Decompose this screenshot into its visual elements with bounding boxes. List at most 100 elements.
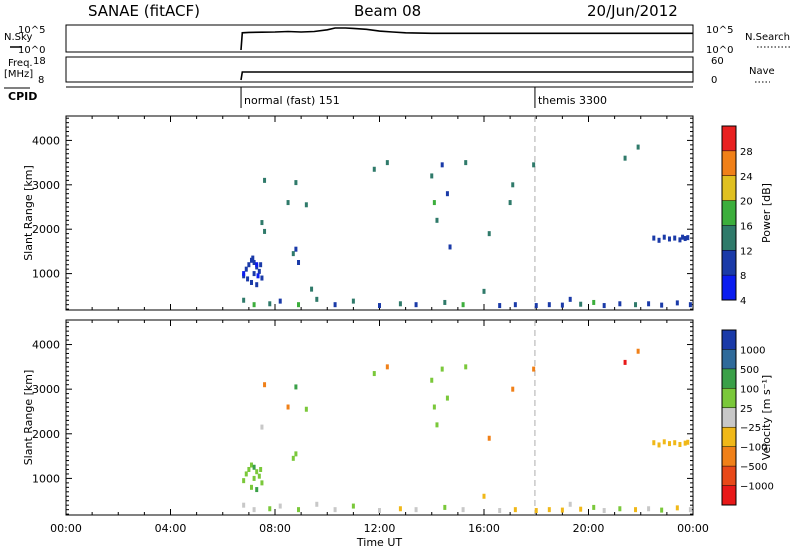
data-point [259, 262, 263, 268]
data-point [242, 478, 246, 484]
data-point [430, 173, 434, 179]
colorbar-label: 500 [740, 365, 759, 376]
x-tick-label: 04:00 [155, 522, 187, 535]
cpid-label: CPID [8, 90, 37, 103]
data-point [297, 507, 301, 513]
colorbar-label: 4 [740, 296, 746, 307]
colorbar-frame [721, 329, 737, 506]
colorbar-label: 20 [740, 197, 753, 208]
data-point [662, 234, 666, 240]
x-tick-label: 16:00 [468, 522, 500, 535]
data-point [252, 271, 256, 277]
colorbar-label: −500 [740, 462, 767, 473]
data-point [315, 296, 319, 302]
colorbar-segment [722, 200, 736, 226]
data-point [448, 244, 452, 250]
data-point [678, 237, 682, 243]
data-point [511, 386, 515, 392]
colorbar-label: 16 [740, 221, 753, 232]
data-point [286, 200, 290, 206]
plot-frame [65, 115, 694, 311]
data-point [652, 440, 656, 446]
data-point [260, 424, 264, 430]
data-point [667, 441, 671, 447]
data-point [683, 440, 687, 446]
data-point [482, 288, 486, 294]
colorbar-segment [722, 330, 736, 350]
data-point [660, 507, 664, 513]
data-point [647, 506, 651, 512]
data-point [592, 299, 596, 305]
data-point [487, 231, 491, 237]
data-point [636, 144, 640, 150]
data-point [667, 236, 671, 242]
data-point [618, 301, 622, 307]
y-axis-label: Slant Range [km] [22, 370, 35, 466]
colorbar-label: 28 [740, 147, 753, 158]
colorbar-segment [722, 225, 736, 251]
data-point [461, 507, 465, 513]
data-point [443, 504, 447, 510]
data-point [255, 282, 259, 288]
data-point [534, 508, 538, 514]
colorbar-label: 1000 [740, 345, 765, 356]
data-point [430, 377, 434, 383]
data-point [592, 504, 596, 510]
data-point [372, 371, 376, 377]
data-point [568, 501, 572, 507]
data-point [414, 302, 418, 308]
data-point [260, 480, 264, 486]
y-tick-label: 2000 [32, 223, 60, 236]
colorbar-segment [722, 150, 736, 176]
data-point [297, 302, 301, 308]
nsky-left-tick-top: 10^5 [18, 25, 45, 36]
data-point [532, 366, 536, 372]
freq-tick-top: 18 [33, 56, 46, 67]
data-point [579, 301, 583, 307]
data-point [678, 441, 682, 447]
data-point [378, 508, 381, 514]
data-point [657, 237, 661, 243]
nave-tick-top: 60 [711, 56, 724, 67]
data-point [385, 364, 389, 370]
data-point [286, 404, 290, 410]
data-point [445, 395, 449, 401]
colorbar-label: −25 [740, 423, 761, 434]
data-point [498, 508, 502, 514]
data-point [315, 501, 319, 507]
colorbar-segment [722, 427, 736, 447]
nave-tick-bottom: 0 [711, 75, 717, 86]
data-point [385, 160, 389, 166]
data-point [255, 262, 259, 268]
data-point [432, 404, 436, 410]
data-point [443, 299, 447, 305]
data-point [432, 200, 436, 206]
data-point [252, 475, 256, 481]
data-point [249, 279, 253, 285]
colorbar-segment [722, 368, 736, 389]
colorbar-label: 8 [740, 271, 746, 282]
y-tick-label: 3000 [32, 383, 60, 396]
power-panel: 1000 2000 3000 4000 Slant Range [km] 28 24 20 16… [22, 115, 773, 311]
nsky-right-tick-top: 10^5 [706, 25, 733, 36]
data-point [440, 366, 444, 372]
data-point [252, 302, 256, 308]
data-point [259, 466, 263, 472]
colorbar-segment [722, 175, 736, 201]
data-point [568, 296, 572, 302]
data-point [618, 506, 622, 512]
data-point [252, 507, 256, 513]
data-point [297, 259, 301, 265]
colorbar-segment [722, 407, 736, 428]
nsky-left-tick-bottom: 10^0 [18, 45, 45, 56]
data-point [255, 487, 259, 493]
nsearch-label: N.Search [745, 32, 790, 43]
cpid-program-label: themis 3300 [538, 94, 607, 107]
data-point [257, 268, 261, 274]
colorbar-segment [722, 388, 736, 408]
y-axis-label: Slant Range [km] [22, 165, 35, 261]
data-point [602, 303, 606, 309]
colorbar-label: 12 [740, 246, 753, 257]
freq-unit: [MHz] [4, 69, 33, 80]
data-point [435, 217, 439, 223]
